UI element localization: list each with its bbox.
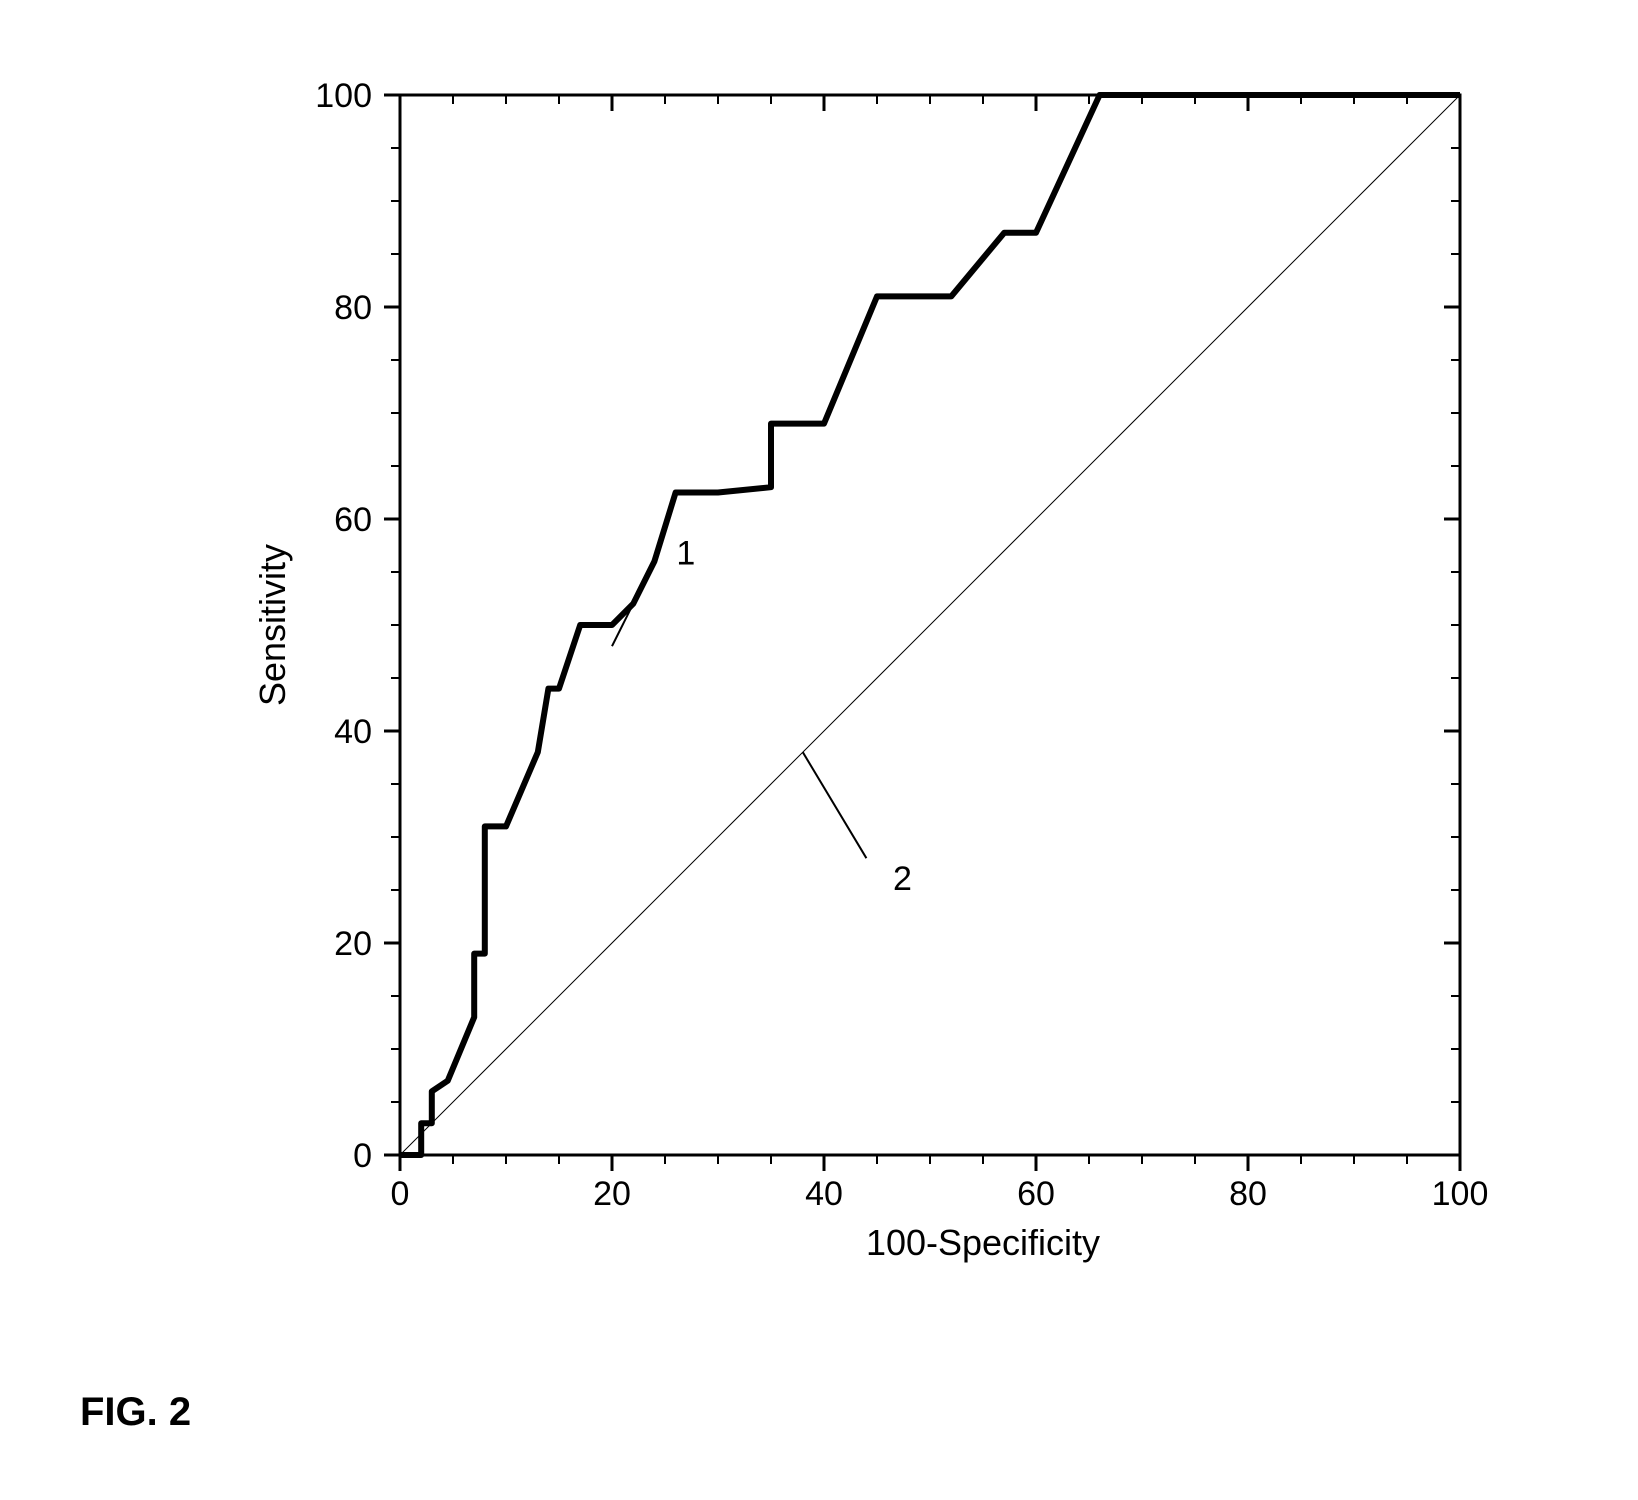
- roc-chart: 0 20 40 60 80 100 0 20 40 60 80 100 1 2 100-Specificit…: [0, 0, 1638, 1500]
- x-tick-label: 100: [1432, 1175, 1489, 1213]
- x-tick-label: 80: [1229, 1175, 1267, 1213]
- x-tick-label: 0: [391, 1175, 410, 1213]
- x-axis-label: 100-Specificity: [866, 1222, 1100, 1263]
- x-tick-label: 60: [1017, 1175, 1055, 1213]
- y-tick-label: 20: [334, 925, 372, 963]
- y-tick-label: 60: [334, 501, 372, 539]
- figure-label: FIG. 2: [80, 1390, 191, 1435]
- y-tick-label: 80: [334, 289, 372, 327]
- chart-container: 0 20 40 60 80 100 0 20 40 60 80 100 1 2 100-Specificit…: [0, 0, 1638, 1500]
- y-axis-label: Sensitivity: [252, 544, 293, 706]
- x-tick-label: 20: [593, 1175, 631, 1213]
- y-tick-label: 0: [353, 1137, 372, 1175]
- annotation-label: 1: [676, 535, 695, 573]
- annotation-label: 2: [893, 860, 912, 898]
- series-diagonal: [400, 95, 1460, 1155]
- x-tick-label: 40: [805, 1175, 843, 1213]
- y-tick-label: 40: [334, 713, 372, 751]
- y-tick-label: 100: [315, 77, 372, 115]
